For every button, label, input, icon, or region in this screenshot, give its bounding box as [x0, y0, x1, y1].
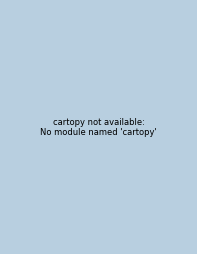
Text: cartopy not available:
No module named 'cartopy': cartopy not available: No module named '…	[40, 117, 157, 137]
